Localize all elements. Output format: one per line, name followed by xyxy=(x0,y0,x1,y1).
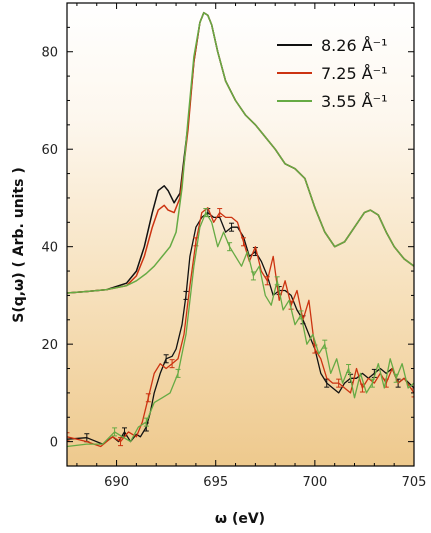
y-axis-label: S(q,ω) ( Arb. units ) xyxy=(11,167,27,323)
error-bar-0 xyxy=(229,222,235,232)
error-bar-1 xyxy=(118,437,124,447)
y-tick-label: 20 xyxy=(41,338,58,353)
error-bar-2 xyxy=(369,378,375,388)
legend-label-1: 7.25 Å⁻¹ xyxy=(321,64,388,83)
error-bar-2 xyxy=(112,427,118,437)
error-bar-1 xyxy=(217,208,223,218)
error-bar-1 xyxy=(145,393,151,403)
plot-frame xyxy=(66,2,415,467)
error-bar-1 xyxy=(67,432,70,442)
y-tick-label: 80 xyxy=(41,46,58,61)
x-axis-label: ω (eV) xyxy=(215,511,265,527)
x-tick-label: 705 xyxy=(402,475,427,490)
y-tick-label: 60 xyxy=(41,143,58,158)
legend-label-0: 8.26 Å⁻¹ xyxy=(321,36,388,55)
series-theory-line-2 xyxy=(67,11,414,294)
error-bar-2 xyxy=(274,276,280,286)
error-bar-2 xyxy=(203,208,209,218)
error-bar-1 xyxy=(336,378,342,388)
x-tick-label: 690 xyxy=(104,475,129,490)
error-bar-2 xyxy=(346,364,352,374)
x-tick-label: 700 xyxy=(302,475,327,490)
error-bar-0 xyxy=(163,354,169,364)
legend-label-2: 3.55 Å⁻¹ xyxy=(321,92,388,111)
y-tick-label: 40 xyxy=(41,241,58,256)
error-bar-2 xyxy=(143,417,149,427)
series-experiment-line-2 xyxy=(67,211,414,448)
error-bar-2 xyxy=(175,368,181,378)
y-tick-label: 0 xyxy=(50,436,58,451)
error-bar-2 xyxy=(393,373,399,383)
error-bar-1 xyxy=(240,237,246,247)
error-bar-2 xyxy=(322,339,328,349)
error-bar-2 xyxy=(227,242,233,252)
error-bar-1 xyxy=(169,359,175,369)
error-bar-2 xyxy=(250,271,256,281)
x-tick-label: 695 xyxy=(203,475,228,490)
error-bar-2 xyxy=(298,310,304,320)
error-bar-1 xyxy=(264,276,270,286)
series-experiment-line-0 xyxy=(67,211,414,445)
error-bar-1 xyxy=(411,388,414,398)
series-experiment-line-1 xyxy=(67,207,414,448)
